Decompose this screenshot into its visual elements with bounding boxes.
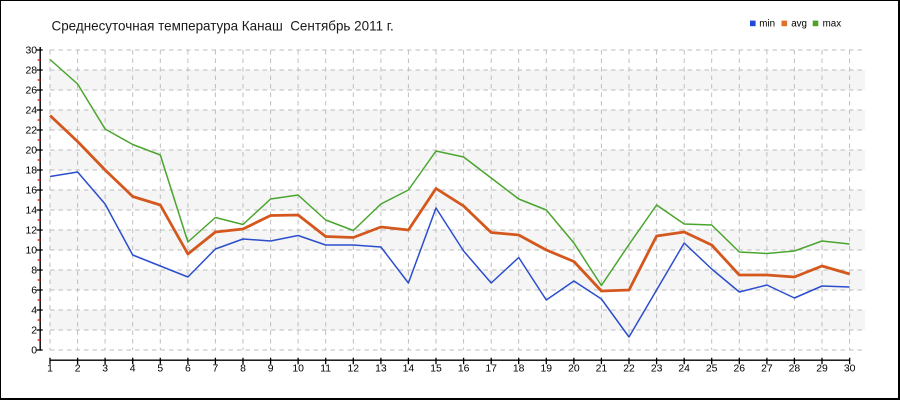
svg-text:12: 12 — [25, 226, 37, 237]
svg-text:17: 17 — [485, 363, 497, 374]
svg-text:21: 21 — [596, 363, 608, 374]
svg-text:22: 22 — [25, 126, 37, 137]
svg-text:24: 24 — [25, 106, 37, 117]
svg-text:9: 9 — [268, 363, 274, 374]
svg-text:26: 26 — [734, 363, 746, 374]
svg-text:20: 20 — [25, 146, 37, 157]
svg-text:avg: avg — [791, 18, 807, 29]
svg-text:2: 2 — [31, 326, 37, 337]
svg-text:28: 28 — [789, 363, 801, 374]
svg-text:25: 25 — [706, 363, 718, 374]
svg-text:3: 3 — [102, 363, 108, 374]
svg-text:12: 12 — [348, 363, 360, 374]
svg-text:8: 8 — [31, 266, 37, 277]
svg-text:min: min — [759, 18, 775, 29]
svg-text:7: 7 — [213, 363, 219, 374]
svg-text:19: 19 — [541, 363, 553, 374]
svg-text:15: 15 — [430, 363, 442, 374]
svg-text:10: 10 — [292, 363, 304, 374]
svg-text:24: 24 — [678, 363, 690, 374]
svg-text:28: 28 — [25, 66, 37, 77]
svg-text:0: 0 — [31, 346, 37, 357]
svg-text:6: 6 — [31, 286, 37, 297]
svg-text:16: 16 — [458, 363, 470, 374]
svg-text:27: 27 — [761, 363, 773, 374]
svg-text:20: 20 — [568, 363, 580, 374]
svg-text:max: max — [823, 18, 842, 29]
svg-text:6: 6 — [185, 363, 191, 374]
svg-text:5: 5 — [157, 363, 163, 374]
svg-text:1: 1 — [47, 363, 53, 374]
svg-text:13: 13 — [375, 363, 387, 374]
svg-text:Среднесуточная температура Кан: Среднесуточная температура Канаш Сентябр… — [52, 19, 394, 34]
svg-text:8: 8 — [240, 363, 246, 374]
svg-text:18: 18 — [25, 166, 37, 177]
svg-text:11: 11 — [320, 363, 331, 374]
svg-text:14: 14 — [403, 363, 415, 374]
svg-text:30: 30 — [844, 363, 856, 374]
svg-text:4: 4 — [31, 306, 37, 317]
svg-text:18: 18 — [513, 363, 525, 374]
svg-text:10: 10 — [25, 246, 37, 257]
svg-text:4: 4 — [130, 363, 136, 374]
svg-text:29: 29 — [816, 363, 828, 374]
svg-text:30: 30 — [25, 46, 37, 57]
svg-text:23: 23 — [651, 363, 663, 374]
svg-text:16: 16 — [25, 186, 37, 197]
svg-text:14: 14 — [25, 206, 37, 217]
svg-text:26: 26 — [25, 86, 37, 97]
svg-text:22: 22 — [623, 363, 635, 374]
svg-text:2: 2 — [75, 363, 81, 374]
